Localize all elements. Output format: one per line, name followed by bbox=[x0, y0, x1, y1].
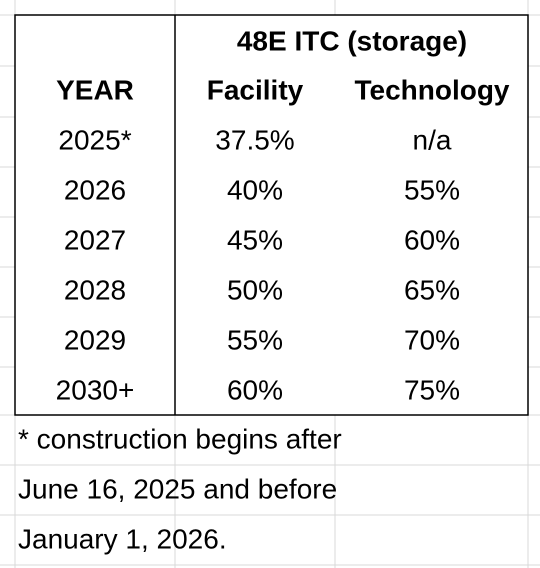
table-cell: n/a bbox=[413, 124, 452, 155]
table-background bbox=[15, 15, 528, 415]
table-cell: 37.5% bbox=[215, 124, 294, 155]
table-cell: 60% bbox=[404, 224, 460, 255]
table-cell: 55% bbox=[227, 324, 283, 355]
table-cell: 65% bbox=[404, 274, 460, 305]
column-header: YEAR bbox=[56, 74, 134, 105]
table-border bbox=[14, 14, 529, 416]
table-cell: 50% bbox=[227, 274, 283, 305]
table-cell: 70% bbox=[404, 324, 460, 355]
table-cell: 2027 bbox=[64, 224, 126, 255]
column-header: Technology bbox=[354, 74, 509, 105]
column-header: Facility bbox=[207, 74, 304, 105]
footnote-line: June 16, 2025 and before bbox=[18, 473, 337, 504]
table-cell: 60% bbox=[227, 374, 283, 405]
table-cell: 2025* bbox=[58, 124, 131, 155]
table-cell: 75% bbox=[404, 374, 460, 405]
table-cell: 2028 bbox=[64, 274, 126, 305]
table-cell: 2029 bbox=[64, 324, 126, 355]
footnote-line: January 1, 2026. bbox=[18, 523, 227, 554]
table-cell: 2026 bbox=[64, 174, 126, 205]
footnote-line: * construction begins after bbox=[18, 423, 342, 454]
table-cell: 55% bbox=[404, 174, 460, 205]
table-cell: 45% bbox=[227, 224, 283, 255]
table-cell: 40% bbox=[227, 174, 283, 205]
table-cell: 2030+ bbox=[56, 374, 135, 405]
group-header: 48E ITC (storage) bbox=[237, 25, 467, 56]
